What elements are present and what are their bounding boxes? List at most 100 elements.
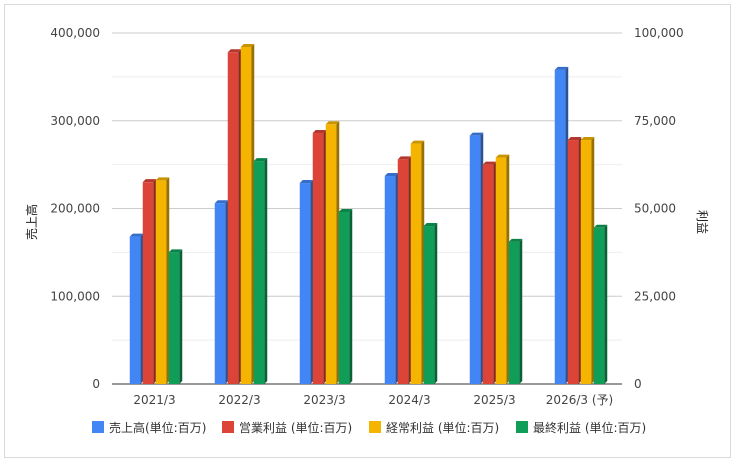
right-tick-label: 25,000 xyxy=(634,289,676,303)
bar-top xyxy=(168,249,183,253)
bar-front xyxy=(384,176,396,384)
legend-label: 営業利益 (単位:百万) xyxy=(239,420,352,435)
bar-side xyxy=(408,156,412,384)
bar-side xyxy=(225,200,229,384)
bar-side xyxy=(395,173,399,384)
bar-top xyxy=(482,161,497,165)
bar-side xyxy=(251,44,255,384)
bar-front xyxy=(593,227,605,384)
bar-side xyxy=(591,137,595,384)
bar-top xyxy=(469,132,484,136)
left-tick-label: 300,000 xyxy=(50,114,100,128)
bar-2-2 xyxy=(227,49,242,385)
bar-side xyxy=(493,161,497,384)
bar-side xyxy=(153,179,157,384)
left-axis-title: 売上高 xyxy=(24,204,39,240)
bar-front xyxy=(508,241,520,384)
bar-2-4 xyxy=(397,156,412,384)
bar-top xyxy=(593,224,608,228)
bar-top xyxy=(338,209,353,213)
bar-side xyxy=(434,223,438,384)
bar-4-4 xyxy=(423,223,438,384)
bar-side xyxy=(179,249,183,384)
bar-top xyxy=(567,137,582,141)
bar-1-1 xyxy=(129,233,144,384)
bar-side xyxy=(480,132,484,384)
bar-side xyxy=(238,49,242,385)
bar-1-4 xyxy=(384,173,399,384)
bar-front xyxy=(338,212,350,384)
bar-4-2 xyxy=(253,158,268,384)
bar-top xyxy=(423,223,438,227)
bar-front xyxy=(312,133,324,384)
bar-front xyxy=(240,47,252,384)
bar-front xyxy=(299,183,311,384)
left-tick-label: 400,000 xyxy=(50,26,100,40)
bar-3-5 xyxy=(495,154,510,384)
legend-item-4: 最終利益 (単位:百万) xyxy=(516,420,646,435)
right-axis-title: 利益 xyxy=(695,210,709,234)
bar-top xyxy=(129,233,144,237)
bar-side xyxy=(421,140,425,384)
bar-top xyxy=(214,200,229,204)
bar-top xyxy=(142,179,157,183)
bar-side xyxy=(604,224,608,384)
bar-front xyxy=(129,236,141,384)
bar-top xyxy=(397,156,412,160)
bar-1-3 xyxy=(299,180,314,384)
bar-3-3 xyxy=(325,121,340,384)
legend-label: 最終利益 (単位:百万) xyxy=(533,420,646,435)
right-tick-label: 75,000 xyxy=(634,114,676,128)
left-tick-label: 100,000 xyxy=(50,289,100,303)
legend-item-1: 売上高(単位:百万) xyxy=(92,420,206,435)
bar-top xyxy=(240,44,255,48)
bar-top xyxy=(227,49,242,53)
legend: 売上高(単位:百万) 営業利益 (単位:百万) 経常利益 (単位:百万) 最終利益 (… xyxy=(92,420,646,435)
bar-top xyxy=(495,154,510,158)
x-tick-label: 2025/3 xyxy=(473,393,515,407)
bar-front xyxy=(469,135,481,384)
bar-side xyxy=(336,121,340,384)
bar-top xyxy=(384,173,399,177)
bar-top xyxy=(410,140,425,144)
gridlines xyxy=(112,32,622,385)
chart-frame xyxy=(4,4,731,458)
legend-swatch xyxy=(222,421,234,433)
bar-top xyxy=(508,238,523,242)
bars xyxy=(129,44,608,385)
bar-front xyxy=(423,226,435,384)
bar-top xyxy=(312,130,327,134)
left-tick-label: 0 xyxy=(92,377,100,391)
legend-swatch xyxy=(369,421,381,433)
bar-front xyxy=(397,159,409,384)
x-axis-ticks: 2021/3 2022/3 2023/3 2024/3 2025/3 2026/3 (予) xyxy=(133,393,613,407)
legend-item-3: 経常利益 (単位:百万) xyxy=(369,420,499,435)
bar-side xyxy=(264,158,268,384)
legend-label: 経常利益 (単位:百万) xyxy=(386,420,499,435)
x-tick-label: 2024/3 xyxy=(388,393,430,407)
bar-front xyxy=(142,182,154,384)
right-tick-label: 100,000 xyxy=(634,26,684,40)
bar-3-6 xyxy=(580,137,595,384)
bar-front xyxy=(580,140,592,384)
bar-side xyxy=(140,233,144,384)
bar-2-6 xyxy=(567,137,582,384)
bar-side xyxy=(310,180,314,384)
bar-side xyxy=(578,137,582,384)
bar-front xyxy=(567,140,579,384)
bar-4-3 xyxy=(338,209,353,384)
bar-front xyxy=(482,164,494,384)
bar-side xyxy=(565,66,569,384)
bar-side xyxy=(166,177,170,384)
legend-item-2: 営業利益 (単位:百万) xyxy=(222,420,352,435)
bar-top xyxy=(554,66,569,70)
x-tick-label: 2026/3 (予) xyxy=(546,393,613,407)
legend-swatch xyxy=(92,421,104,433)
bar-1-6 xyxy=(554,66,569,384)
bar-4-1 xyxy=(168,249,183,384)
left-tick-label: 200,000 xyxy=(50,202,100,216)
x-tick-label: 2021/3 xyxy=(133,393,175,407)
bar-front xyxy=(253,161,265,384)
bar-front xyxy=(410,143,422,384)
bar-side xyxy=(323,130,327,384)
